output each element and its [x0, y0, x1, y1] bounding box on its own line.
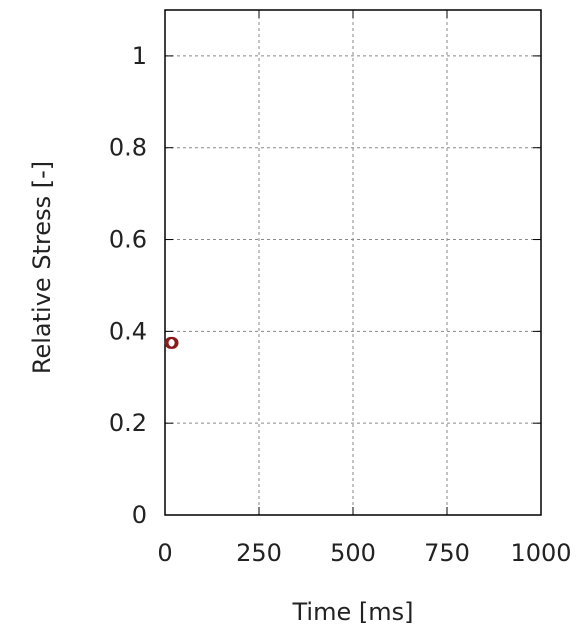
y-tick-label: 0.4 [109, 317, 147, 345]
x-tick-label: 0 [157, 539, 172, 567]
y-tick-label: 0 [132, 501, 147, 529]
x-tick-label: 250 [236, 539, 282, 567]
y-axis-label: Relative Stress [-] [28, 161, 56, 374]
data-points [166, 338, 178, 348]
y-tick-label: 0.8 [109, 134, 147, 162]
x-tick-label: 500 [330, 539, 376, 567]
ticks: 0 250 500 750 1000 0 0.2 0.4 0.6 0.8 1 [109, 10, 572, 567]
y-tick-label: 0.2 [109, 409, 147, 437]
y-tick-label: 0.6 [109, 226, 147, 254]
x-tick-label: 750 [424, 539, 470, 567]
x-tick-label: 1000 [510, 539, 571, 567]
grid-lines [165, 10, 541, 515]
y-tick-label: 1 [132, 42, 147, 70]
x-axis-label: Time [ms] [292, 598, 414, 626]
